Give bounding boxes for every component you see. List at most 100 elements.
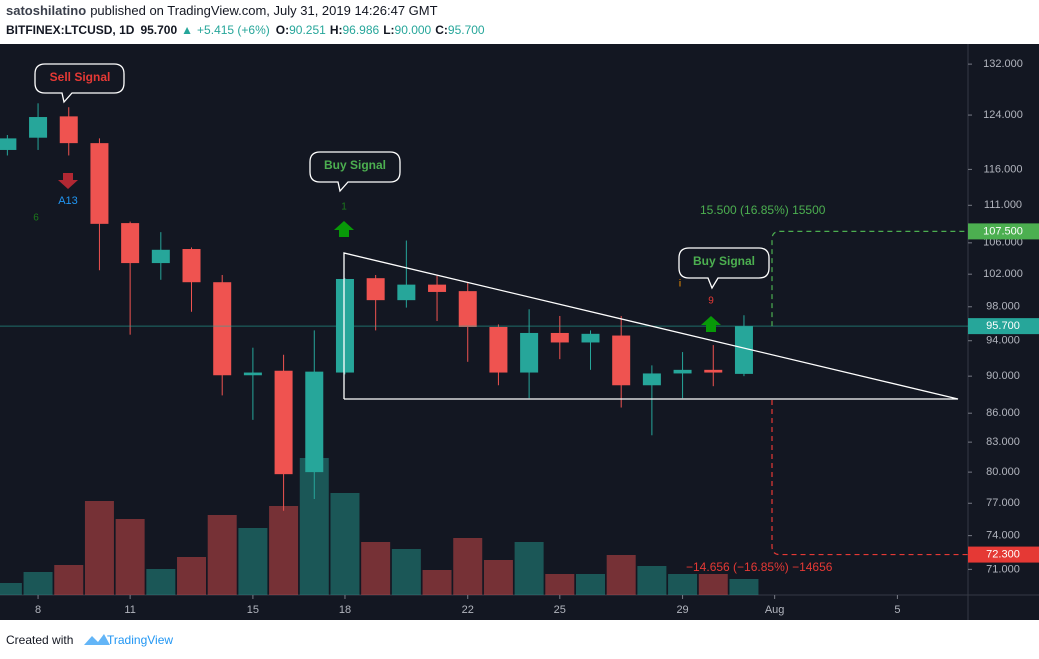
c-value: 95.700 [448, 23, 485, 37]
volume-bar [483, 560, 513, 595]
bubble [309, 151, 401, 193]
marker: A13 [58, 195, 78, 207]
y-tick-label: 106.000 [983, 237, 1023, 249]
volume-bar [84, 501, 114, 595]
candle-body [305, 371, 324, 473]
candle-body [489, 326, 508, 373]
candle-body [550, 332, 569, 343]
y-tick-label: 102.000 [983, 268, 1023, 280]
candle-body [704, 369, 723, 373]
symbol-line: BITFINEX:LTCUSD, 1D 95.700 ▲ +5.415 (+6%) O:… [6, 23, 485, 37]
candle-body [612, 335, 631, 386]
volume-bar [361, 542, 391, 595]
target-text: −14.656 (−16.85%) −14656 [686, 560, 833, 574]
candle-body [0, 138, 17, 150]
y-tick-label: 111.000 [984, 199, 1022, 211]
annotation: Sell Signal [50, 70, 111, 84]
candle-body [243, 372, 262, 376]
candle-body [366, 278, 385, 301]
price-label-box [968, 318, 1039, 335]
candle-body [151, 249, 170, 264]
annotation: Buy Signal [324, 158, 386, 172]
buy-arrow [334, 221, 354, 237]
x-tick-label: 8 [35, 604, 41, 616]
y-tick-label: 94.000 [986, 335, 1020, 347]
marker: 9 [708, 296, 714, 307]
target-label-box [968, 546, 1039, 563]
candle-body [121, 223, 140, 264]
o-value: 90.251 [289, 23, 326, 37]
volume-bar [575, 574, 605, 595]
price-label: 95.700 [986, 320, 1020, 332]
footer-created: Created with [6, 633, 73, 647]
symbol: BITFINEX:LTCUSD, 1D [6, 23, 135, 37]
volume-bar [729, 579, 759, 595]
marker: 1 [341, 202, 347, 213]
x-tick-label: 18 [339, 604, 351, 616]
y-tick-label: 132.000 [983, 58, 1023, 70]
target-label: 107.500 [983, 225, 1023, 237]
target-label-box [968, 223, 1039, 240]
h-value: 96.986 [342, 23, 379, 37]
price-layer: 15.500 (16.85%) 15500 −14.656 (−16.85%) −… [0, 103, 968, 574]
candle-body [428, 284, 447, 292]
published: published on TradingView.com, July 31, 2… [90, 3, 437, 18]
y-tick-label: 77.000 [986, 497, 1020, 509]
footer-logo [84, 634, 110, 645]
x-tick-label: 22 [462, 604, 474, 616]
candle-body [29, 117, 48, 138]
volume-bar [23, 572, 53, 595]
l-value: 90.000 [395, 23, 432, 37]
plot-background [0, 44, 1039, 620]
y-tick-label: 116.000 [984, 163, 1023, 175]
candle-body [274, 370, 293, 475]
target-label: 72.300 [986, 548, 1020, 560]
candle-body [673, 369, 692, 374]
c-label: C: [435, 23, 448, 37]
buy-arrow [701, 316, 721, 332]
x-tick-label: 29 [676, 604, 688, 616]
triangle [343, 252, 959, 400]
volume-bar [514, 542, 544, 595]
x-tick-label: 11 [124, 604, 135, 616]
x-tick-label: Aug [765, 604, 785, 616]
y-tick-label: 74.000 [986, 530, 1020, 542]
volume-bar [391, 549, 421, 595]
candle-body [59, 116, 78, 144]
volume-bar [668, 574, 698, 595]
h-label: H: [330, 23, 343, 37]
marker: 6 [33, 213, 39, 224]
change-arrow: ▲ [181, 23, 193, 37]
target-line [771, 400, 968, 556]
candle-body [581, 333, 600, 343]
y-tick-label: 124.000 [983, 109, 1023, 121]
sell-arrow [58, 173, 78, 189]
volume-bar [606, 555, 636, 595]
volume-bar [115, 519, 145, 595]
volume-bar [207, 515, 237, 595]
author: satoshilatino [6, 3, 86, 18]
volume-bar [545, 574, 575, 595]
signal-bubbles [34, 63, 770, 290]
x-tick-label: 5 [894, 604, 900, 616]
volume-bar [54, 565, 84, 595]
candle-body [734, 326, 753, 374]
volume-bar [698, 574, 728, 595]
y-tick-label: 71.000 [986, 563, 1020, 575]
y-tick-label: 83.000 [986, 436, 1020, 448]
candle-body [90, 143, 109, 224]
bubble [34, 63, 125, 104]
volume-bar [269, 506, 299, 595]
y-tick-label: 90.000 [986, 370, 1020, 382]
axis-layer: 132.000 124.000 116.000 111.000 106.000 102.0… [35, 58, 1039, 616]
candle-body [642, 373, 661, 386]
volume-bar [177, 557, 207, 595]
candle-body [182, 249, 201, 283]
y-tick-label: 86.000 [986, 407, 1020, 419]
l-label: L: [383, 23, 394, 37]
y-tick-label: 98.000 [986, 301, 1020, 313]
candle-body [458, 291, 477, 327]
target-text: 15.500 (16.85%) 15500 [700, 203, 826, 217]
triangle-pattern [343, 252, 959, 400]
